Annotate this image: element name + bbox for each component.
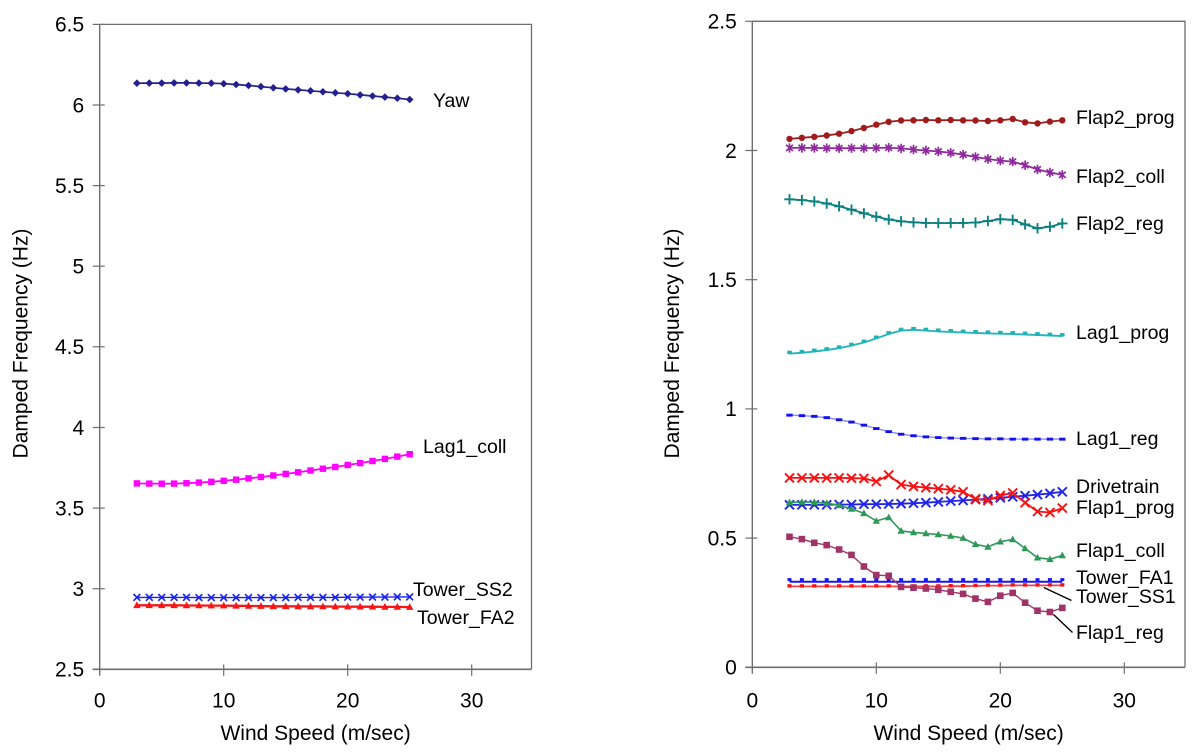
svg-text:Drivetrain: Drivetrain <box>1076 476 1159 498</box>
svg-text:1: 1 <box>725 398 737 421</box>
svg-text:3: 3 <box>73 578 85 601</box>
svg-text:Tower_FA2: Tower_FA2 <box>417 607 515 629</box>
svg-text:1.5: 1.5 <box>708 269 737 292</box>
svg-text:20: 20 <box>336 690 359 713</box>
svg-text:0: 0 <box>746 690 758 713</box>
svg-text:Lag1_coll: Lag1_coll <box>423 436 506 458</box>
svg-text:4: 4 <box>73 417 85 440</box>
svg-text:6.5: 6.5 <box>55 14 84 37</box>
svg-text:Lag1_reg: Lag1_reg <box>1076 428 1158 450</box>
svg-text:Yaw: Yaw <box>433 90 470 112</box>
svg-text:20: 20 <box>989 690 1012 713</box>
svg-text:Flap1_coll: Flap1_coll <box>1076 540 1165 562</box>
svg-text:3.5: 3.5 <box>55 497 84 520</box>
svg-text:30: 30 <box>460 690 483 713</box>
svg-text:0: 0 <box>725 657 737 680</box>
svg-text:30: 30 <box>1113 690 1136 713</box>
svg-text:2: 2 <box>725 140 737 163</box>
svg-text:Tower_SS1: Tower_SS1 <box>1076 586 1176 608</box>
svg-text:Wind Speed (m/sec): Wind Speed (m/sec) <box>220 722 410 745</box>
svg-text:Flap1_reg: Flap1_reg <box>1076 622 1164 644</box>
svg-text:4.5: 4.5 <box>55 336 84 359</box>
svg-text:Lag1_prog: Lag1_prog <box>1076 322 1169 344</box>
svg-text:Flap2_coll: Flap2_coll <box>1076 166 1165 188</box>
svg-text:10: 10 <box>865 690 888 713</box>
svg-text:5: 5 <box>73 256 85 279</box>
svg-text:Flap2_prog: Flap2_prog <box>1076 107 1175 129</box>
svg-text:10: 10 <box>212 690 235 713</box>
svg-text:Tower_SS2: Tower_SS2 <box>413 579 513 601</box>
svg-text:6: 6 <box>73 94 85 117</box>
svg-text:2.5: 2.5 <box>708 11 737 34</box>
svg-text:Wind Speed (m/sec): Wind Speed (m/sec) <box>873 722 1063 745</box>
svg-text:Flap1_prog: Flap1_prog <box>1076 497 1175 519</box>
svg-text:0: 0 <box>94 690 106 713</box>
svg-text:2.5: 2.5 <box>55 659 84 682</box>
svg-text:Tower_FA1: Tower_FA1 <box>1076 567 1174 589</box>
svg-text:Damped Frequency (Hz): Damped Frequency (Hz) <box>10 229 33 459</box>
svg-text:0.5: 0.5 <box>708 527 737 550</box>
svg-text:Flap2_reg: Flap2_reg <box>1076 213 1164 235</box>
svg-text:5.5: 5.5 <box>55 175 84 198</box>
svg-text:Damped Frequency (Hz): Damped Frequency (Hz) <box>661 229 684 459</box>
